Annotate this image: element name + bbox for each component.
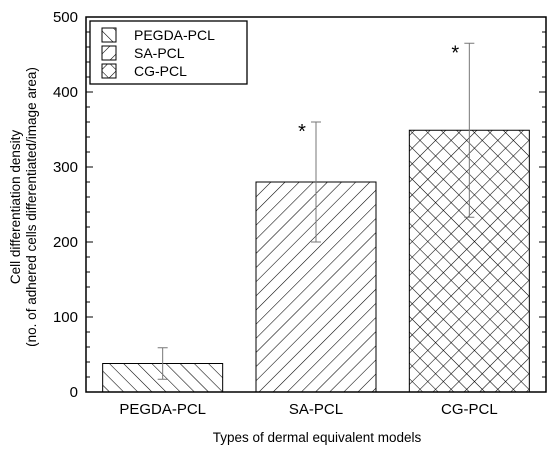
error-bar-sa-pcl: * <box>298 121 321 243</box>
x-tick-label-cg-pcl: CG-PCL <box>441 401 498 418</box>
y-axis-title-line1: Cell differentiation density <box>8 130 23 285</box>
y-axis-title-line2: (no. of adhered cells differentiated/ima… <box>24 67 39 347</box>
y-tick-label: 200 <box>53 234 78 251</box>
significance-marker-cg-pcl: * <box>451 42 459 64</box>
axes-layer: 0 100 200 300 400 500 PEGDA-PCL SA-PCL CG-PCL <box>53 9 547 418</box>
legend-swatch-sa-pcl <box>101 45 117 61</box>
legend-label-cg-pcl: CG-PCL <box>134 63 187 79</box>
legend: PEGDA-PCL SA-PCL CG-PCL <box>89 20 248 85</box>
x-tick-label-sa-pcl: SA-PCL <box>289 401 343 418</box>
x-tick-label-pegda-pcl: PEGDA-PCL <box>119 401 206 418</box>
legend-swatch-cg-pcl <box>101 63 117 79</box>
plot-frame <box>85 16 547 393</box>
y-tick-label: 0 <box>70 384 78 401</box>
y-tick-label: 100 <box>53 309 78 326</box>
legend-label-sa-pcl: SA-PCL <box>134 45 185 61</box>
error-bars-layer: ** <box>157 42 475 380</box>
error-bar-pegda-pcl <box>157 347 168 380</box>
legend-swatch-pegda-pcl <box>101 27 117 43</box>
significance-marker-sa-pcl: * <box>298 121 306 143</box>
y-tick-label: 300 <box>53 159 78 176</box>
y-tick-label: 400 <box>53 84 78 101</box>
error-bar-cg-pcl: * <box>451 42 475 218</box>
x-axis-title: Types of dermal equivalent models <box>213 430 422 445</box>
legend-label-pegda-pcl: PEGDA-PCL <box>134 27 215 43</box>
y-tick-label: 500 <box>53 9 78 26</box>
